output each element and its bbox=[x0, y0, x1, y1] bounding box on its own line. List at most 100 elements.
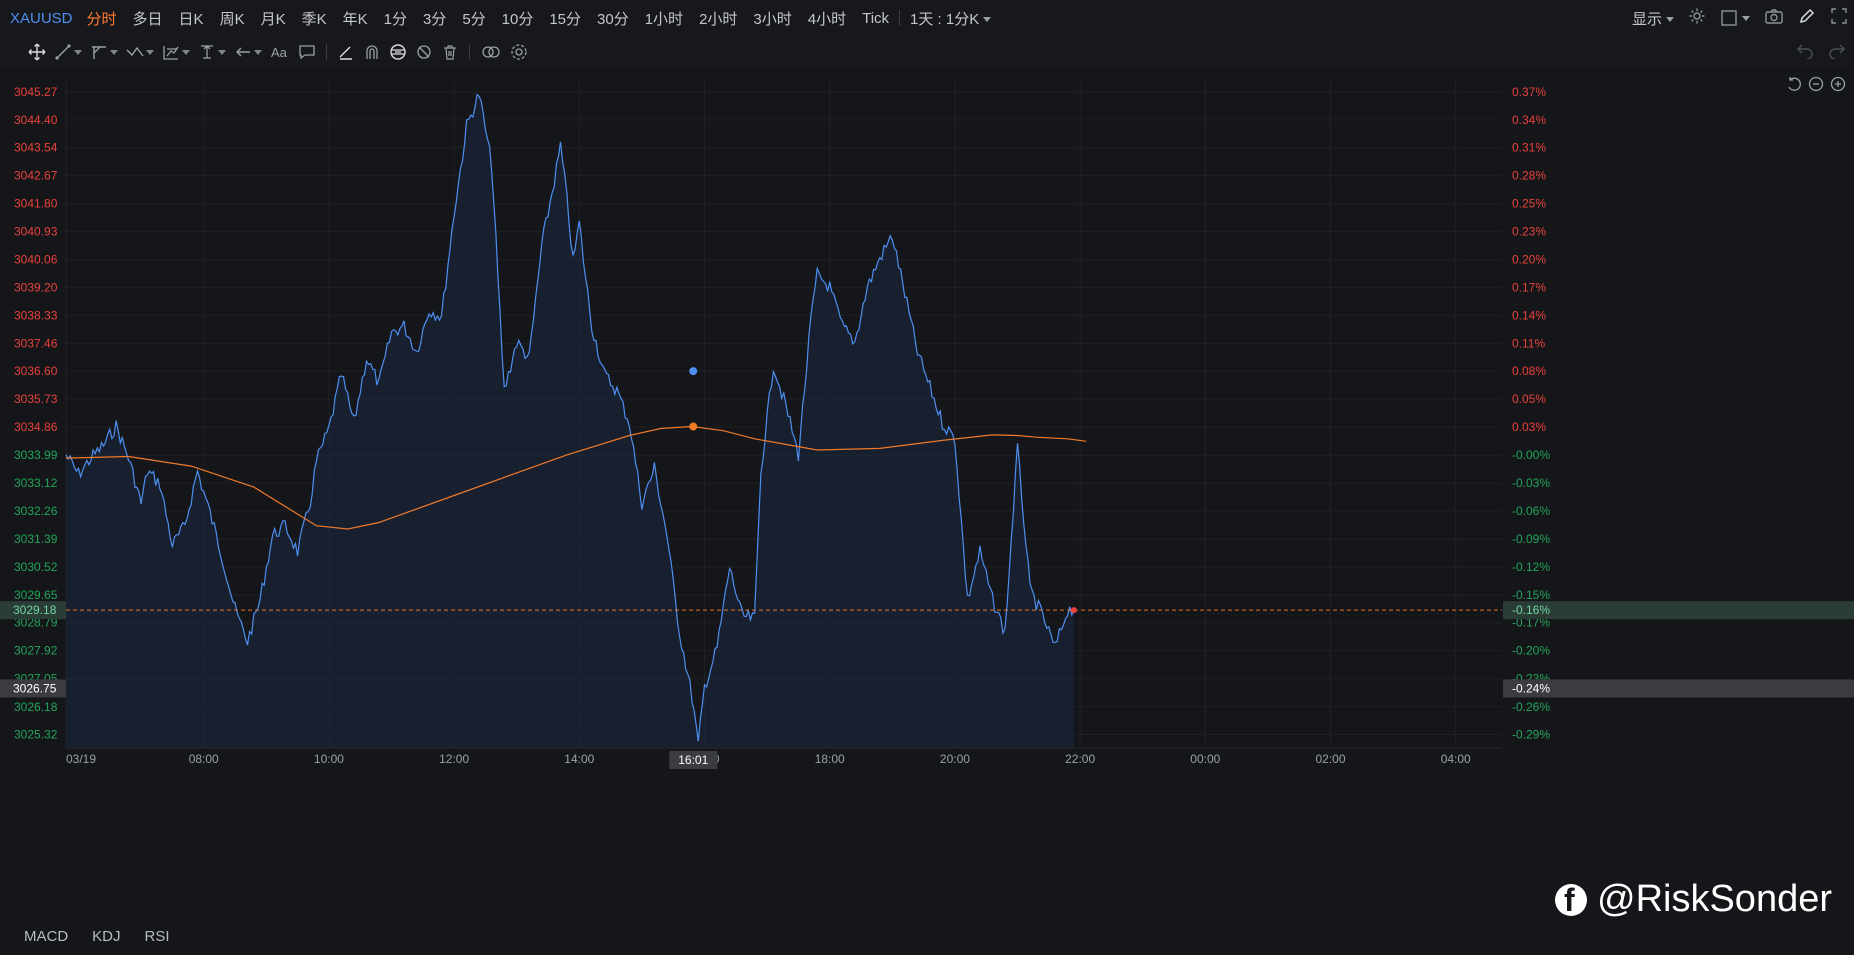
period-tab[interactable]: 分时 bbox=[86, 10, 117, 28]
symbol-label[interactable]: XAUUSD bbox=[10, 9, 73, 27]
cursor-time-tag bbox=[669, 751, 718, 769]
y-tick-label: 3032.26 bbox=[14, 504, 58, 518]
x-tick-label: 00:00 bbox=[1190, 752, 1220, 766]
pct-tick-label: 0.14% bbox=[1512, 308, 1546, 322]
top-right-controls: 显示 bbox=[1632, 0, 1848, 36]
period-tab[interactable]: 30分 bbox=[597, 10, 629, 28]
x-tick-label: 14:00 bbox=[564, 752, 594, 766]
period-tab[interactable]: 4小时 bbox=[807, 10, 847, 28]
pct-tick-label: 0.03% bbox=[1512, 420, 1546, 434]
y-tick-label: 3040.06 bbox=[14, 253, 58, 267]
history-controls bbox=[1796, 36, 1846, 68]
period-tab[interactable]: 1分 bbox=[383, 10, 407, 28]
chevron-down-icon bbox=[182, 49, 190, 55]
pen-tool-icon[interactable] bbox=[333, 40, 359, 64]
pct-tick-label: -0.00% bbox=[1512, 448, 1550, 462]
period-tab[interactable]: 3小时 bbox=[753, 10, 792, 28]
current-pct-tag bbox=[1503, 601, 1854, 620]
x-tick-label: 02:00 bbox=[1316, 752, 1346, 766]
wave-tool-icon[interactable] bbox=[122, 40, 158, 64]
draw-settings-icon[interactable] bbox=[506, 40, 532, 64]
y-tick-label: 3037.46 bbox=[14, 336, 58, 350]
pct-tick-label: -0.03% bbox=[1512, 476, 1550, 490]
pct-tick-label: 0.05% bbox=[1512, 392, 1546, 406]
x-tick-label: 08:00 bbox=[189, 752, 219, 766]
camera-icon[interactable] bbox=[1764, 7, 1784, 29]
channel-tool-icon[interactable] bbox=[86, 40, 122, 64]
current-price-tag bbox=[0, 601, 66, 620]
pct-tick-label: 0.11% bbox=[1512, 336, 1545, 350]
pct-tick-label: 0.23% bbox=[1512, 225, 1546, 239]
indicator-tab-macd[interactable]: MACD bbox=[24, 928, 69, 945]
y-tick-label: 3043.54 bbox=[14, 141, 58, 155]
layout-icon[interactable] bbox=[1720, 9, 1750, 27]
period-tab[interactable]: 3分 bbox=[422, 10, 447, 28]
magnet-icon[interactable] bbox=[359, 40, 385, 64]
note-tool-icon[interactable] bbox=[294, 40, 320, 64]
period-tab[interactable]: 2小时 bbox=[699, 10, 738, 28]
drawing-toolbar: Aa bbox=[0, 36, 1854, 69]
period-tab[interactable]: Tick bbox=[862, 9, 890, 27]
period-tab[interactable]: 年K bbox=[342, 10, 368, 28]
reset-zoom-icon[interactable] bbox=[1786, 76, 1802, 96]
period-tab[interactable]: 15分 bbox=[549, 10, 582, 28]
watermark-text: @RiskSonder bbox=[1597, 878, 1832, 920]
x-tick-label: 10:00 bbox=[314, 752, 344, 766]
fullscreen-icon[interactable] bbox=[1830, 7, 1848, 29]
top-toolbar: XAUUSD 分时 多日 日K 周K 月K 季K 年K 1分 3分 5分 10分 15分 30分 1小时 2… bbox=[0, 0, 1854, 37]
cursor-price-tag bbox=[0, 679, 66, 698]
y-tick-label: 3036.60 bbox=[14, 364, 58, 378]
trash-icon[interactable] bbox=[437, 40, 463, 64]
chevron-down-icon bbox=[1666, 17, 1674, 23]
period-tab[interactable]: 季K bbox=[301, 10, 327, 28]
y-tick-label: 3038.33 bbox=[14, 308, 58, 322]
pct-tick-label: 0.25% bbox=[1512, 197, 1546, 211]
measure-tool-icon[interactable] bbox=[194, 40, 230, 64]
pencil-icon[interactable] bbox=[1798, 7, 1816, 29]
cursor-price-dot bbox=[689, 367, 698, 376]
pct-tick-label: 0.31% bbox=[1512, 141, 1546, 155]
undo-icon[interactable] bbox=[1796, 41, 1814, 63]
settings-icon[interactable] bbox=[1688, 7, 1706, 29]
period-tab[interactable]: 多日 bbox=[132, 10, 163, 28]
hide-icon[interactable] bbox=[411, 40, 437, 64]
period-tab[interactable]: 10分 bbox=[501, 10, 534, 28]
pct-tick-label: 0.28% bbox=[1512, 169, 1546, 183]
pct-tick-label: -0.20% bbox=[1512, 644, 1550, 658]
period-tab[interactable]: 周K bbox=[219, 10, 245, 28]
lock-icon[interactable] bbox=[385, 40, 411, 64]
average-line bbox=[65, 425, 1087, 530]
y-tick-label: 3034.86 bbox=[14, 420, 58, 434]
show-menu-button[interactable]: 显示 bbox=[1632, 8, 1674, 29]
redo-icon[interactable] bbox=[1828, 41, 1846, 63]
chevron-down-icon bbox=[254, 49, 262, 55]
price-chart[interactable]: 3045.27 0.37% 3044.40 0.34% 3043.54 0.31% 3042… bbox=[0, 68, 1854, 918]
range-select[interactable]: 1天 : 1分K bbox=[902, 8, 999, 29]
link-icon[interactable] bbox=[476, 40, 506, 64]
period-tab[interactable]: 日K bbox=[178, 10, 204, 28]
period-tab[interactable]: 月K bbox=[260, 10, 286, 28]
y-tick-label: 3041.80 bbox=[14, 197, 58, 211]
chevron-down-icon bbox=[74, 49, 82, 55]
range-label: 1天 : 1分K bbox=[910, 10, 980, 28]
y-tick-label: 3042.67 bbox=[14, 169, 58, 183]
toolbar-divider bbox=[326, 44, 327, 60]
pct-tick-label: -0.09% bbox=[1512, 532, 1550, 546]
zoom-out-icon[interactable] bbox=[1808, 76, 1824, 96]
arrow-tool-icon[interactable] bbox=[230, 40, 266, 64]
indicator-tab-rsi[interactable]: RSI bbox=[144, 928, 170, 945]
period-tab[interactable]: 5分 bbox=[462, 10, 486, 28]
move-icon[interactable] bbox=[24, 40, 50, 64]
pct-tick-label: 0.34% bbox=[1512, 113, 1546, 127]
line-tool-icon[interactable] bbox=[50, 40, 86, 64]
y-tick-label: 3031.39 bbox=[14, 532, 58, 546]
indicator-tab-kdj[interactable]: KDJ bbox=[92, 928, 121, 945]
pct-tick-label: -0.15% bbox=[1512, 588, 1550, 602]
x-tick-label: 04:00 bbox=[1441, 752, 1471, 766]
zoom-in-icon[interactable] bbox=[1830, 76, 1846, 96]
fib-tool-icon[interactable] bbox=[158, 40, 194, 64]
pct-tick-label: 0.20% bbox=[1512, 253, 1546, 267]
last-price-dot bbox=[1070, 607, 1077, 614]
text-tool-icon[interactable]: Aa bbox=[266, 40, 294, 64]
period-tab[interactable]: 1小时 bbox=[644, 10, 684, 28]
